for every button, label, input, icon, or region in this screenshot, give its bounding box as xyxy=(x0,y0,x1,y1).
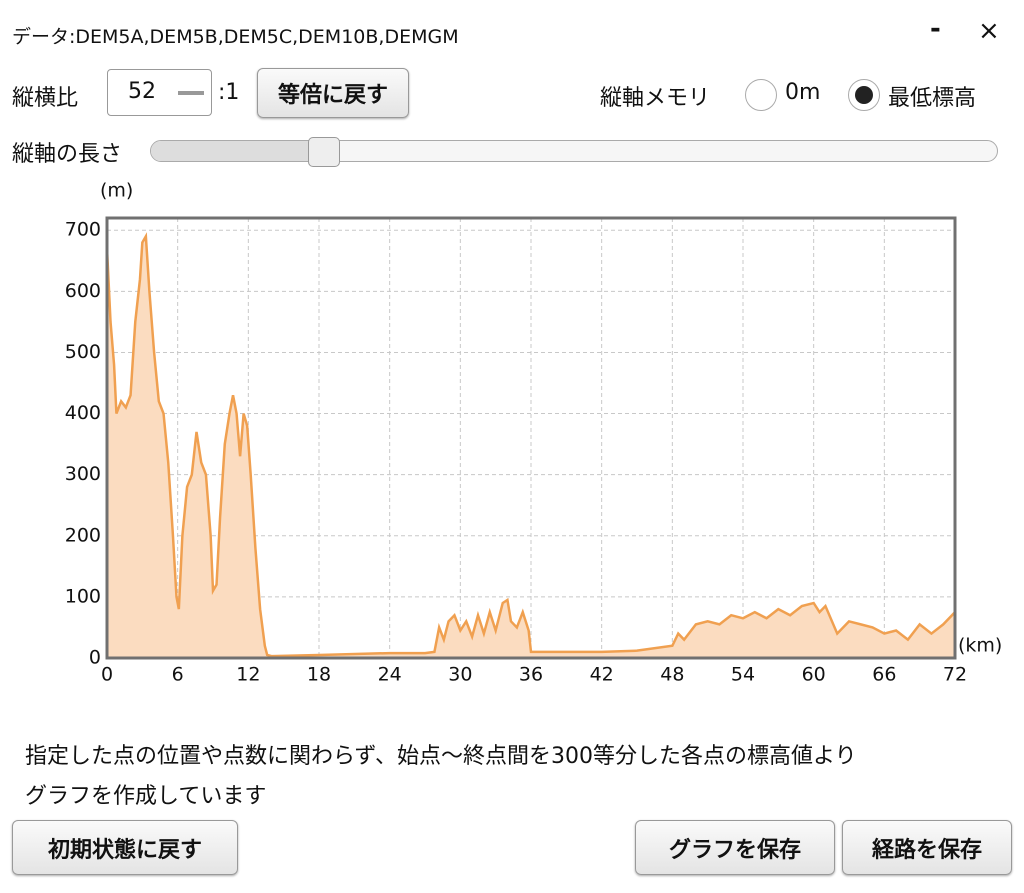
axis-length-label: 縦軸の長さ xyxy=(12,142,123,167)
x-tick-label: 60 xyxy=(802,664,826,686)
radio-min[interactable] xyxy=(848,79,880,111)
aspect-label: 縦横比 xyxy=(12,86,79,111)
spinner[interactable] xyxy=(178,91,204,95)
y-tick-label: 500 xyxy=(65,341,101,363)
x-tick-label: 18 xyxy=(307,664,331,686)
save-graph-button[interactable]: グラフを保存 xyxy=(635,820,835,875)
axis-length-slider[interactable] xyxy=(150,137,998,167)
y-tick-label: 700 xyxy=(65,219,101,241)
aspect-suffix: :1 xyxy=(218,80,240,105)
plot-frame xyxy=(105,216,957,660)
x-tick-label: 6 xyxy=(172,664,184,686)
aspect-value: 52 xyxy=(128,79,156,104)
reset-aspect-button[interactable]: 等倍に戻す xyxy=(257,68,409,118)
note-line: 指定した点の位置や点数に関わらず、始点～終点間を300等分した各点の標高値より xyxy=(25,744,857,769)
radio-min-label: 最低標高 xyxy=(888,86,977,111)
area xyxy=(107,236,955,659)
y-tick-label: 300 xyxy=(65,463,101,485)
note-line: グラフを作成しています xyxy=(25,784,267,809)
radio-zero[interactable] xyxy=(745,79,777,111)
x-tick-label: 24 xyxy=(378,664,402,686)
minimize-button[interactable]: - xyxy=(930,14,941,44)
axis-scale-label: 縦軸メモリ xyxy=(600,86,711,111)
x-unit: (km) xyxy=(958,635,1002,657)
x-tick-label: 72 xyxy=(943,664,967,686)
x-tick-label: 66 xyxy=(872,664,896,686)
x-tick-label: 0 xyxy=(101,664,113,686)
aspect-input[interactable]: 52 xyxy=(107,69,212,116)
y-tick-label: 0 xyxy=(89,647,101,669)
save-route-button[interactable]: 経路を保存 xyxy=(842,820,1012,875)
x-tick-label: 48 xyxy=(660,664,684,686)
window-title: データ:DEM5A,DEM5B,DEM5C,DEM10B,DEMGM xyxy=(12,26,459,48)
x-tick-label: 42 xyxy=(590,664,614,686)
y-tick-label: 100 xyxy=(65,585,101,607)
close-button[interactable]: × xyxy=(978,16,1000,46)
y-unit: (m) xyxy=(100,180,133,202)
x-tick-label: 36 xyxy=(519,664,543,686)
y-tick-label: 200 xyxy=(65,524,101,546)
line xyxy=(105,232,956,658)
x-tick-label: 12 xyxy=(236,664,260,686)
y-tick-label: 600 xyxy=(65,280,101,302)
reset-all-button[interactable]: 初期状態に戻す xyxy=(12,820,238,875)
y-tick-label: 400 xyxy=(65,402,101,424)
radio-zero-label: 0m xyxy=(785,80,821,105)
x-tick-label: 54 xyxy=(731,664,755,686)
slider-thumb[interactable] xyxy=(308,137,340,167)
x-tick-label: 30 xyxy=(448,664,472,686)
